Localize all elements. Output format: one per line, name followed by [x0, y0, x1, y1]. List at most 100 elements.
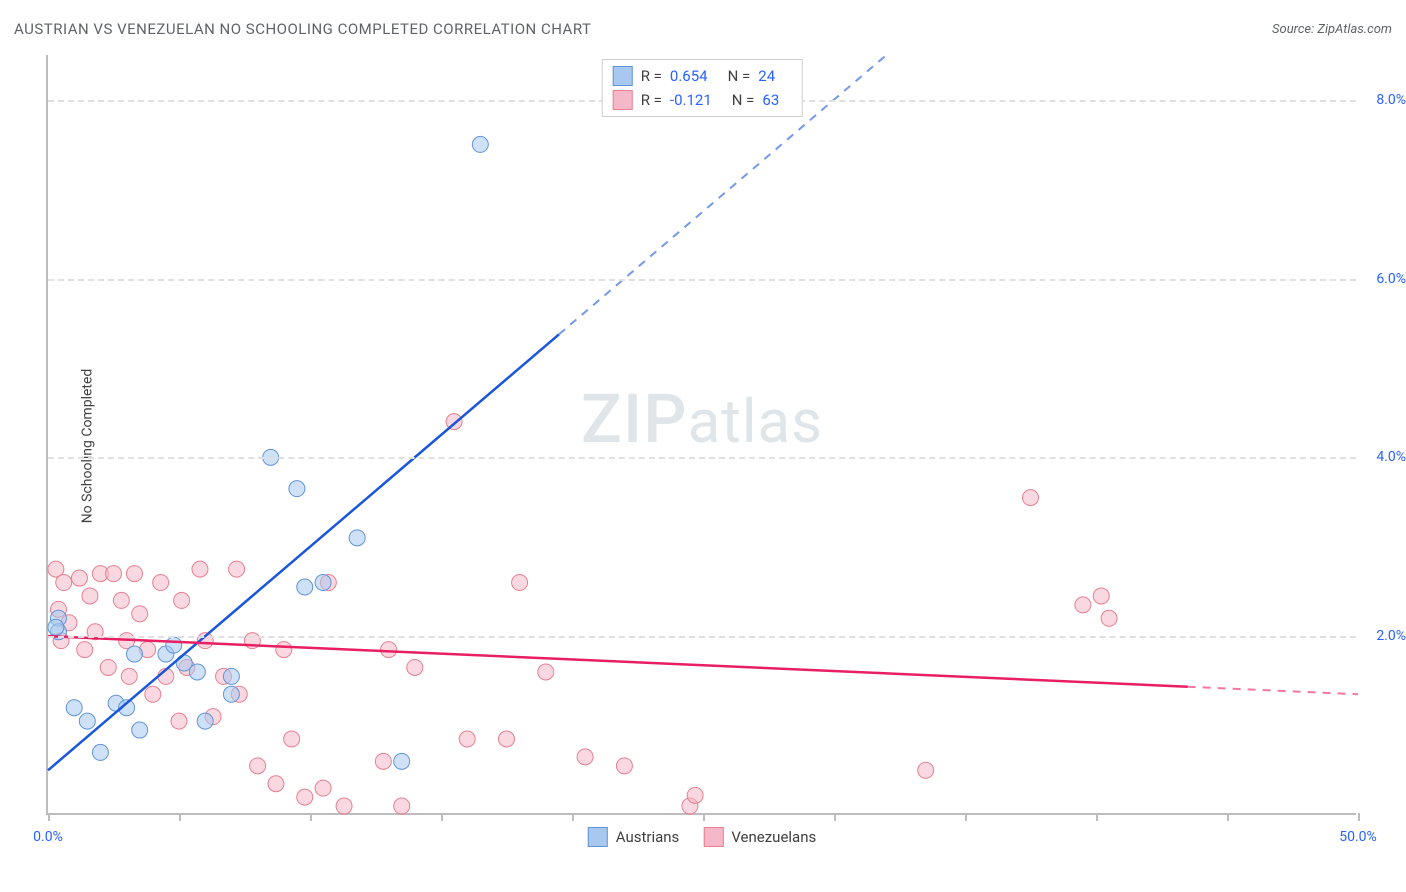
data-point: [166, 637, 182, 653]
data-point: [132, 722, 148, 738]
x-tick: [1358, 813, 1360, 821]
data-point: [394, 798, 410, 814]
data-point: [145, 686, 161, 702]
data-point: [113, 592, 129, 608]
data-point: [77, 642, 93, 658]
chart-title: AUSTRIAN VS VENEZUELAN NO SCHOOLING COMP…: [14, 20, 591, 38]
x-tick: [48, 813, 50, 821]
data-point: [66, 700, 82, 716]
data-point: [284, 731, 300, 747]
trend-line-extrapolated: [1188, 687, 1358, 695]
data-point: [106, 566, 122, 582]
x-tick: [179, 813, 181, 821]
data-point: [126, 646, 142, 662]
data-point: [100, 659, 116, 675]
r-value-austrians: 0.654: [670, 67, 708, 85]
data-point: [71, 570, 87, 586]
x-tick: [1227, 813, 1229, 821]
x-tick: [310, 813, 312, 821]
data-point: [189, 664, 205, 680]
data-point: [349, 530, 365, 546]
data-point: [289, 481, 305, 497]
n-value-austrians: 24: [758, 67, 775, 85]
gridline: [48, 279, 1356, 281]
gridline: [48, 457, 1356, 459]
x-tick-label: 0.0%: [33, 829, 63, 845]
data-point: [79, 713, 95, 729]
data-point: [512, 575, 528, 591]
x-tick: [1096, 813, 1098, 821]
data-point: [381, 642, 397, 658]
legend-row-venezuelans: R = -0.121 N = 63: [613, 88, 792, 112]
data-point: [616, 758, 632, 774]
data-point: [82, 588, 98, 604]
legend-item-venezuelans: Venezuelans: [703, 827, 816, 847]
swatch-austrians: [588, 827, 608, 847]
swatch-venezuelans: [703, 827, 723, 847]
data-point: [1023, 490, 1039, 506]
r-label: R =: [641, 67, 662, 85]
data-point: [1075, 597, 1091, 613]
swatch-venezuelans: [613, 90, 633, 110]
x-tick-label: 50.0%: [1339, 829, 1377, 845]
x-tick: [572, 813, 574, 821]
data-point: [1101, 610, 1117, 626]
legend-label-austrians: Austrians: [616, 828, 680, 846]
data-point: [229, 561, 245, 577]
data-point: [121, 668, 137, 684]
x-tick: [834, 813, 836, 821]
legend-row-austrians: R = 0.654 N = 24: [613, 64, 792, 88]
data-point: [394, 753, 410, 769]
x-tick: [441, 813, 443, 821]
n-label: N =: [728, 67, 751, 85]
data-point: [276, 642, 292, 658]
x-tick: [703, 813, 705, 821]
data-point: [315, 780, 331, 796]
data-point: [171, 713, 187, 729]
y-tick-label: 6.0%: [1361, 271, 1406, 287]
data-point: [223, 668, 239, 684]
y-tick-label: 4.0%: [1361, 449, 1406, 465]
data-point: [56, 575, 72, 591]
correlation-legend: R = 0.654 N = 24 R = -0.121 N = 63: [602, 59, 803, 117]
r-label: R =: [641, 91, 662, 109]
data-point: [918, 762, 934, 778]
data-point: [48, 619, 64, 635]
legend-item-austrians: Austrians: [588, 827, 680, 847]
data-point: [297, 579, 313, 595]
r-value-venezuelans: -0.121: [670, 91, 712, 109]
data-point: [153, 575, 169, 591]
source-label: Source: ZipAtlas.com: [1272, 22, 1392, 37]
data-point: [132, 606, 148, 622]
n-label: N =: [732, 91, 755, 109]
data-point: [197, 713, 213, 729]
data-point: [472, 136, 488, 152]
data-point: [1093, 588, 1109, 604]
data-point: [687, 787, 703, 803]
swatch-austrians: [613, 66, 633, 86]
data-point: [250, 758, 266, 774]
data-point: [407, 659, 423, 675]
y-tick-label: 8.0%: [1361, 92, 1406, 108]
data-point: [336, 798, 352, 814]
n-value-venezuelans: 63: [762, 91, 779, 109]
trend-line: [48, 334, 559, 770]
data-point: [223, 686, 239, 702]
data-point: [315, 575, 331, 591]
chart-area: ZIPatlas R = 0.654 N = 24 R = -0.121 N =…: [46, 55, 1356, 815]
data-point: [268, 776, 284, 792]
data-point: [174, 592, 190, 608]
data-point: [577, 749, 593, 765]
x-tick: [965, 813, 967, 821]
scatter-plot: [48, 55, 1356, 813]
data-point: [126, 566, 142, 582]
data-point: [499, 731, 515, 747]
data-point: [297, 789, 313, 805]
series-legend: Austrians Venezuelans: [588, 827, 816, 847]
data-point: [538, 664, 554, 680]
legend-label-venezuelans: Venezuelans: [731, 828, 816, 846]
data-point: [92, 744, 108, 760]
y-tick-label: 2.0%: [1361, 628, 1406, 644]
data-point: [459, 731, 475, 747]
data-point: [375, 753, 391, 769]
